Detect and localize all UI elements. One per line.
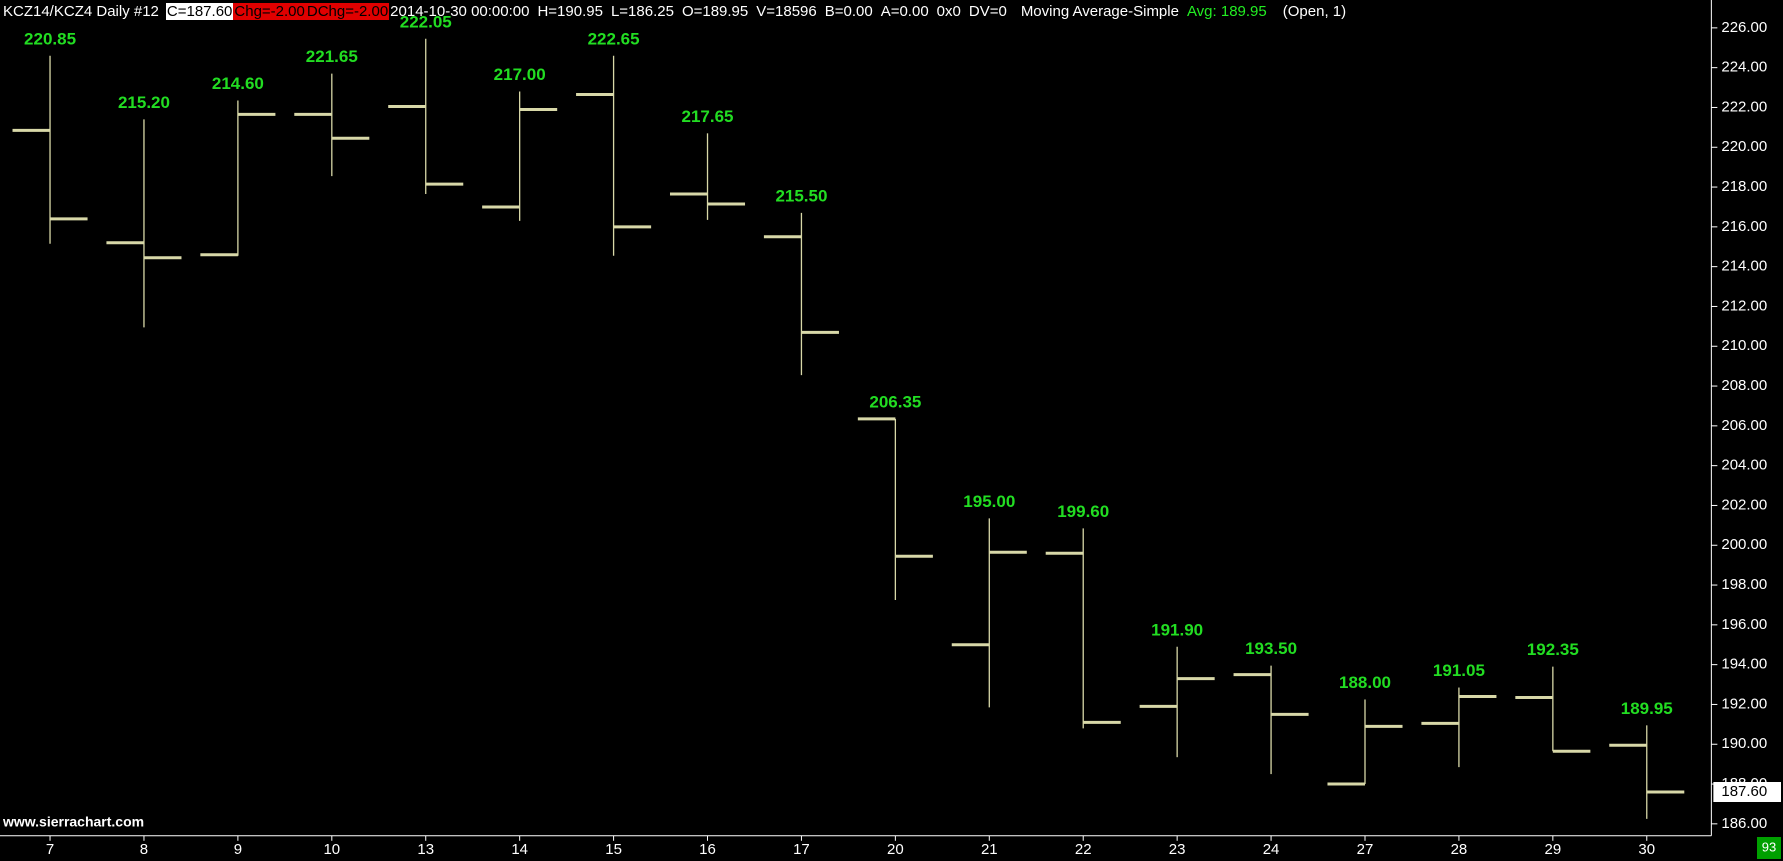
y-tick-label: 214.00 bbox=[1721, 258, 1767, 275]
y-tick-label: 190.00 bbox=[1721, 735, 1767, 752]
x-tick-label: 20 bbox=[887, 841, 904, 858]
value-label: 215.50 bbox=[775, 186, 827, 205]
header-field: V=18596 bbox=[756, 3, 817, 20]
chart-header: KCZ14/KCZ4 Daily #12 C=187.60 Chg=-2.00 DCh… bbox=[2, 1, 1353, 23]
value-label: 214.60 bbox=[212, 74, 264, 93]
y-tick-label: 202.00 bbox=[1721, 496, 1767, 513]
header-field: Avg: 189.95 bbox=[1186, 3, 1267, 20]
x-tick-label: 27 bbox=[1357, 841, 1374, 858]
value-label: 193.50 bbox=[1245, 639, 1297, 658]
x-tick-label: 15 bbox=[605, 841, 622, 858]
x-tick-label: 8 bbox=[140, 841, 148, 858]
header-field: 2014-10-30 00:00:00 bbox=[390, 3, 530, 20]
y-tick-label: 208.00 bbox=[1721, 377, 1767, 394]
x-tick-label: 14 bbox=[511, 841, 528, 858]
y-tick-label: 198.00 bbox=[1721, 576, 1767, 593]
watermark: www.sierrachart.com bbox=[2, 814, 144, 830]
y-tick-label: 186.00 bbox=[1721, 815, 1767, 832]
x-tick-label: 24 bbox=[1263, 841, 1280, 858]
x-tick-label: 10 bbox=[323, 841, 340, 858]
header-field: O=189.95 bbox=[681, 3, 749, 20]
y-tick-label: 206.00 bbox=[1721, 417, 1767, 434]
corner-box bbox=[1757, 837, 1781, 859]
y-tick-label: 212.00 bbox=[1721, 297, 1767, 314]
header-field: L=186.25 bbox=[610, 3, 674, 20]
header-field: B=0.00 bbox=[824, 3, 873, 20]
value-label: 191.05 bbox=[1433, 661, 1485, 680]
x-tick-label: 28 bbox=[1451, 841, 1468, 858]
y-tick-label: 216.00 bbox=[1721, 218, 1767, 235]
x-tick-label: 13 bbox=[417, 841, 434, 858]
header-field: H=190.95 bbox=[537, 3, 603, 20]
value-label: 195.00 bbox=[963, 492, 1015, 511]
value-label: 217.00 bbox=[494, 65, 546, 84]
value-label: 222.05 bbox=[400, 12, 452, 31]
value-label: 206.35 bbox=[869, 392, 921, 411]
header-field: Chg=-2.00 bbox=[233, 3, 306, 20]
y-tick-label: 222.00 bbox=[1721, 98, 1767, 115]
value-label: 217.65 bbox=[682, 107, 734, 126]
value-label: 188.00 bbox=[1339, 673, 1391, 692]
y-tick-label: 196.00 bbox=[1721, 616, 1767, 633]
x-tick-label: 29 bbox=[1545, 841, 1562, 858]
value-label: 221.65 bbox=[306, 47, 358, 66]
value-label: 189.95 bbox=[1621, 699, 1673, 718]
y-tick-label: 218.00 bbox=[1721, 178, 1767, 195]
x-tick-label: 23 bbox=[1169, 841, 1186, 858]
x-tick-label: 30 bbox=[1638, 841, 1655, 858]
header-field: Moving Average-Simple bbox=[1020, 3, 1179, 20]
value-label: 220.85 bbox=[24, 29, 76, 48]
last-price-label: 187.60 bbox=[1721, 783, 1767, 800]
header-field: (Open, 1) bbox=[1282, 3, 1347, 20]
header-field: A=0.00 bbox=[880, 3, 929, 20]
header-field: DV=0 bbox=[968, 3, 1007, 20]
y-tick-label: 210.00 bbox=[1721, 337, 1767, 354]
last-price-box bbox=[1713, 782, 1781, 803]
header-field: 0x0 bbox=[936, 3, 961, 20]
y-tick-label: 220.00 bbox=[1721, 138, 1767, 155]
corner-label: 93 bbox=[1762, 839, 1776, 854]
x-tick-label: 21 bbox=[981, 841, 998, 858]
value-label: 222.65 bbox=[588, 29, 640, 48]
value-label: 192.35 bbox=[1527, 640, 1579, 659]
x-tick-label: 7 bbox=[46, 841, 54, 858]
header-field: KCZ14/KCZ4 Daily #12 bbox=[3, 3, 159, 20]
value-label: 215.20 bbox=[118, 93, 170, 112]
y-tick-label: 200.00 bbox=[1721, 536, 1767, 553]
x-tick-label: 17 bbox=[793, 841, 810, 858]
header-field: C=187.60 bbox=[165, 3, 234, 20]
x-tick-label: 22 bbox=[1075, 841, 1092, 858]
y-tick-label: 204.00 bbox=[1721, 457, 1767, 474]
x-tick-label: 9 bbox=[234, 841, 242, 858]
y-tick-label: 224.00 bbox=[1721, 59, 1767, 76]
y-tick-label: 194.00 bbox=[1721, 656, 1767, 673]
y-tick-label: 192.00 bbox=[1721, 695, 1767, 712]
value-label: 199.60 bbox=[1057, 502, 1109, 521]
x-tick-label: 16 bbox=[699, 841, 716, 858]
y-tick-label: 226.00 bbox=[1721, 19, 1767, 36]
header-field: DChg=-2.00 bbox=[305, 3, 390, 20]
value-label: 191.90 bbox=[1151, 620, 1203, 639]
